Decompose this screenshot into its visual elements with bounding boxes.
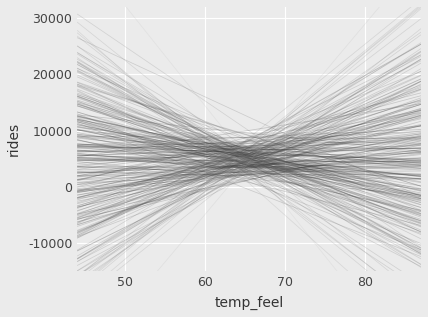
Y-axis label: rides: rides <box>7 122 21 156</box>
X-axis label: temp_feel: temp_feel <box>214 296 284 310</box>
